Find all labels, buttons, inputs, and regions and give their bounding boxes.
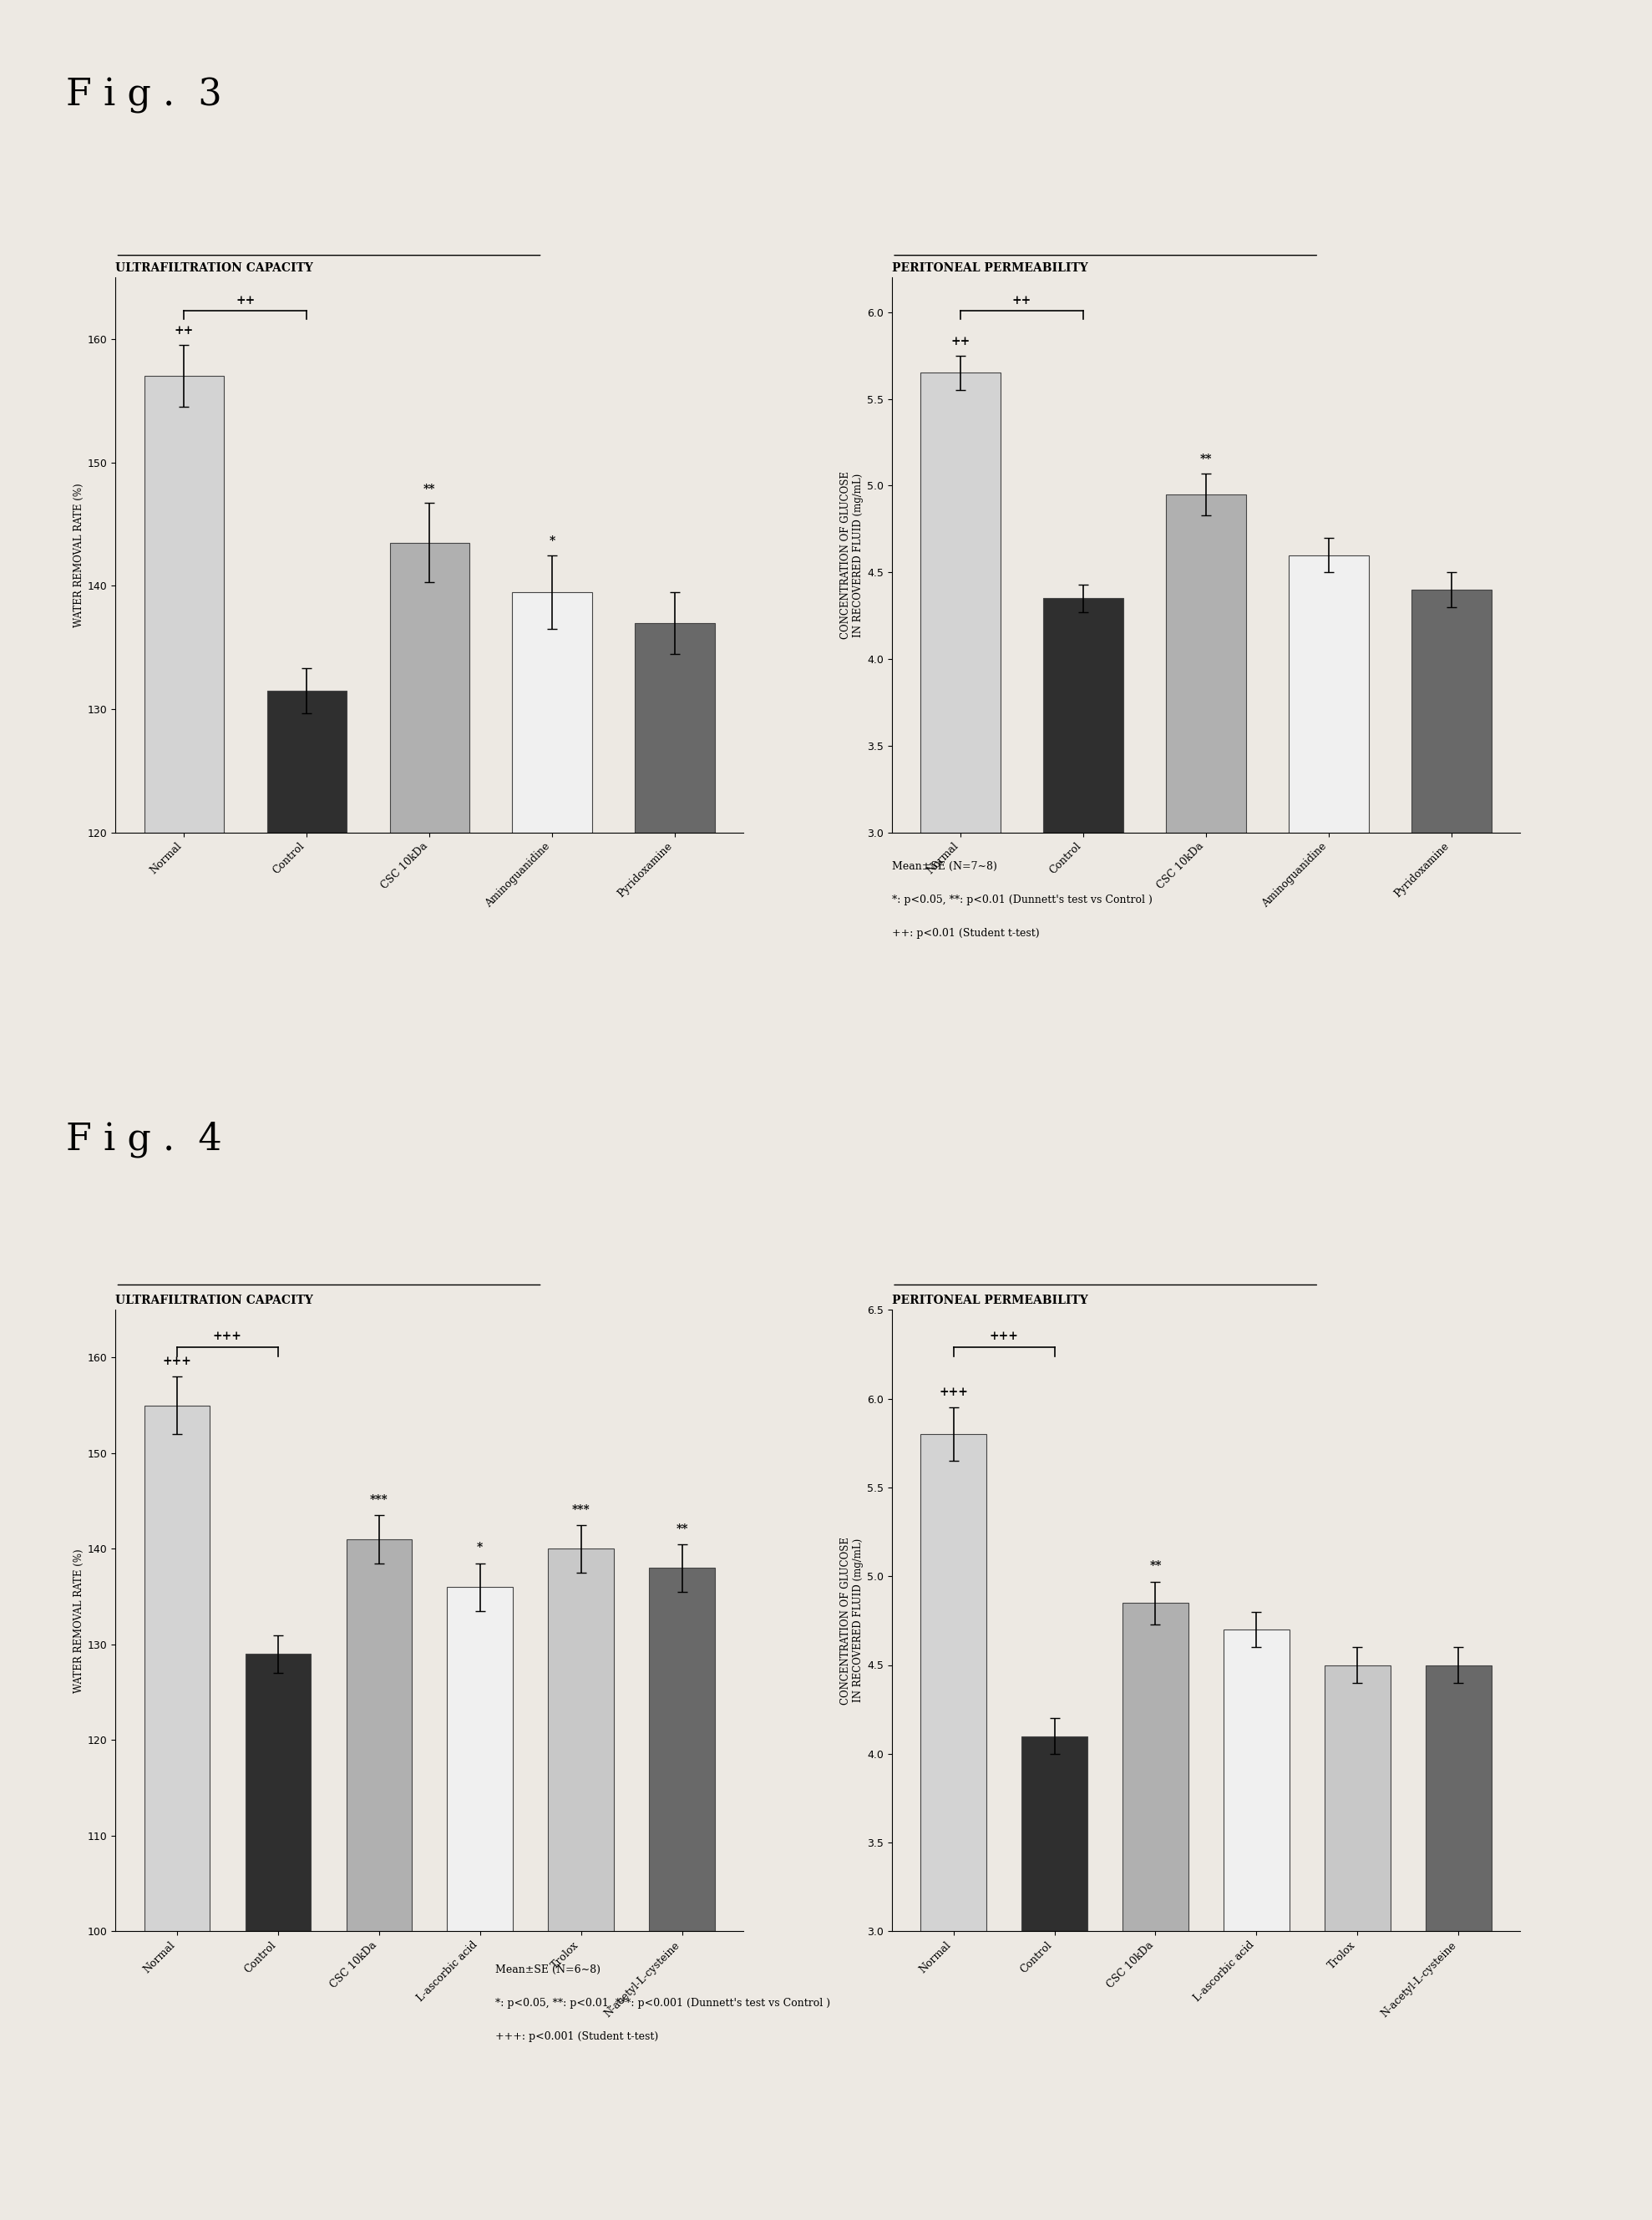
Bar <box>268 690 347 2220</box>
Bar <box>649 1567 715 2220</box>
Text: +++: +++ <box>990 1330 1019 1343</box>
Text: F i g .  4: F i g . 4 <box>66 1121 221 1157</box>
Y-axis label: WATER REMOVAL RATE (%): WATER REMOVAL RATE (%) <box>73 484 84 626</box>
Text: *: p<0.05, **: p<0.01 (Dunnett's test vs Control ): *: p<0.05, **: p<0.01 (Dunnett's test vs… <box>892 895 1153 906</box>
Text: ++: p<0.01 (Student t-test): ++: p<0.01 (Student t-test) <box>892 928 1039 939</box>
Text: ***: *** <box>370 1494 388 1505</box>
Text: ++: ++ <box>236 295 254 306</box>
Text: ++: ++ <box>952 335 970 346</box>
Text: ++: ++ <box>1013 295 1031 306</box>
Bar <box>920 1434 986 2220</box>
Text: F i g .  3: F i g . 3 <box>66 78 221 113</box>
Text: *: p<0.05, **: p<0.01, ***: p<0.001 (Dunnett's test vs Control ): *: p<0.05, **: p<0.01, ***: p<0.001 (Dun… <box>496 1998 831 2009</box>
Y-axis label: CONCENTRATION OF GLUCOSE
IN RECOVERED FLUID (mg/mL): CONCENTRATION OF GLUCOSE IN RECOVERED FL… <box>841 1536 864 1705</box>
Bar <box>512 593 591 2220</box>
Bar <box>144 375 225 2220</box>
Bar <box>1325 1665 1391 2220</box>
Text: ULTRAFILTRATION CAPACITY: ULTRAFILTRATION CAPACITY <box>116 1294 314 1308</box>
Bar <box>548 1550 615 2220</box>
Bar <box>244 1654 311 2220</box>
Bar <box>1224 1629 1289 2220</box>
Bar <box>1426 1665 1492 2220</box>
Bar <box>144 1405 210 2220</box>
Text: **: ** <box>1199 453 1213 466</box>
Bar <box>390 542 469 2220</box>
Text: *: * <box>548 535 555 546</box>
Text: +++: +++ <box>938 1388 968 1399</box>
Y-axis label: WATER REMOVAL RATE (%): WATER REMOVAL RATE (%) <box>73 1550 84 1692</box>
Bar <box>1289 555 1368 1352</box>
Bar <box>1044 599 1123 1352</box>
Text: *: * <box>477 1543 482 1554</box>
Text: ++: ++ <box>175 326 193 337</box>
Text: +++: p<0.001 (Student t-test): +++: p<0.001 (Student t-test) <box>496 2031 659 2042</box>
Text: **: ** <box>1150 1561 1161 1572</box>
Text: **: ** <box>423 484 436 495</box>
Y-axis label: CONCENTRATION OF GLUCOSE
IN RECOVERED FLUID (mg/mL): CONCENTRATION OF GLUCOSE IN RECOVERED FL… <box>841 471 864 639</box>
Bar <box>634 624 715 2220</box>
Text: +++: +++ <box>162 1356 192 1368</box>
Bar <box>1411 591 1492 1352</box>
Bar <box>1166 495 1246 1352</box>
Text: PERITONEAL PERMEABILITY: PERITONEAL PERMEABILITY <box>892 262 1089 275</box>
Text: Mean±SE (N=6∼8): Mean±SE (N=6∼8) <box>496 1965 601 1976</box>
Bar <box>1123 1603 1188 2220</box>
Text: PERITONEAL PERMEABILITY: PERITONEAL PERMEABILITY <box>892 1294 1089 1308</box>
Text: ***: *** <box>572 1503 590 1516</box>
Bar <box>920 373 1001 1352</box>
Text: ULTRAFILTRATION CAPACITY: ULTRAFILTRATION CAPACITY <box>116 262 314 275</box>
Text: **: ** <box>676 1523 689 1534</box>
Bar <box>448 1587 512 2220</box>
Bar <box>1021 1736 1087 2220</box>
Text: +++: +++ <box>213 1330 243 1343</box>
Text: Mean±SE (N=7∼8): Mean±SE (N=7∼8) <box>892 861 998 872</box>
Bar <box>347 1538 411 2220</box>
